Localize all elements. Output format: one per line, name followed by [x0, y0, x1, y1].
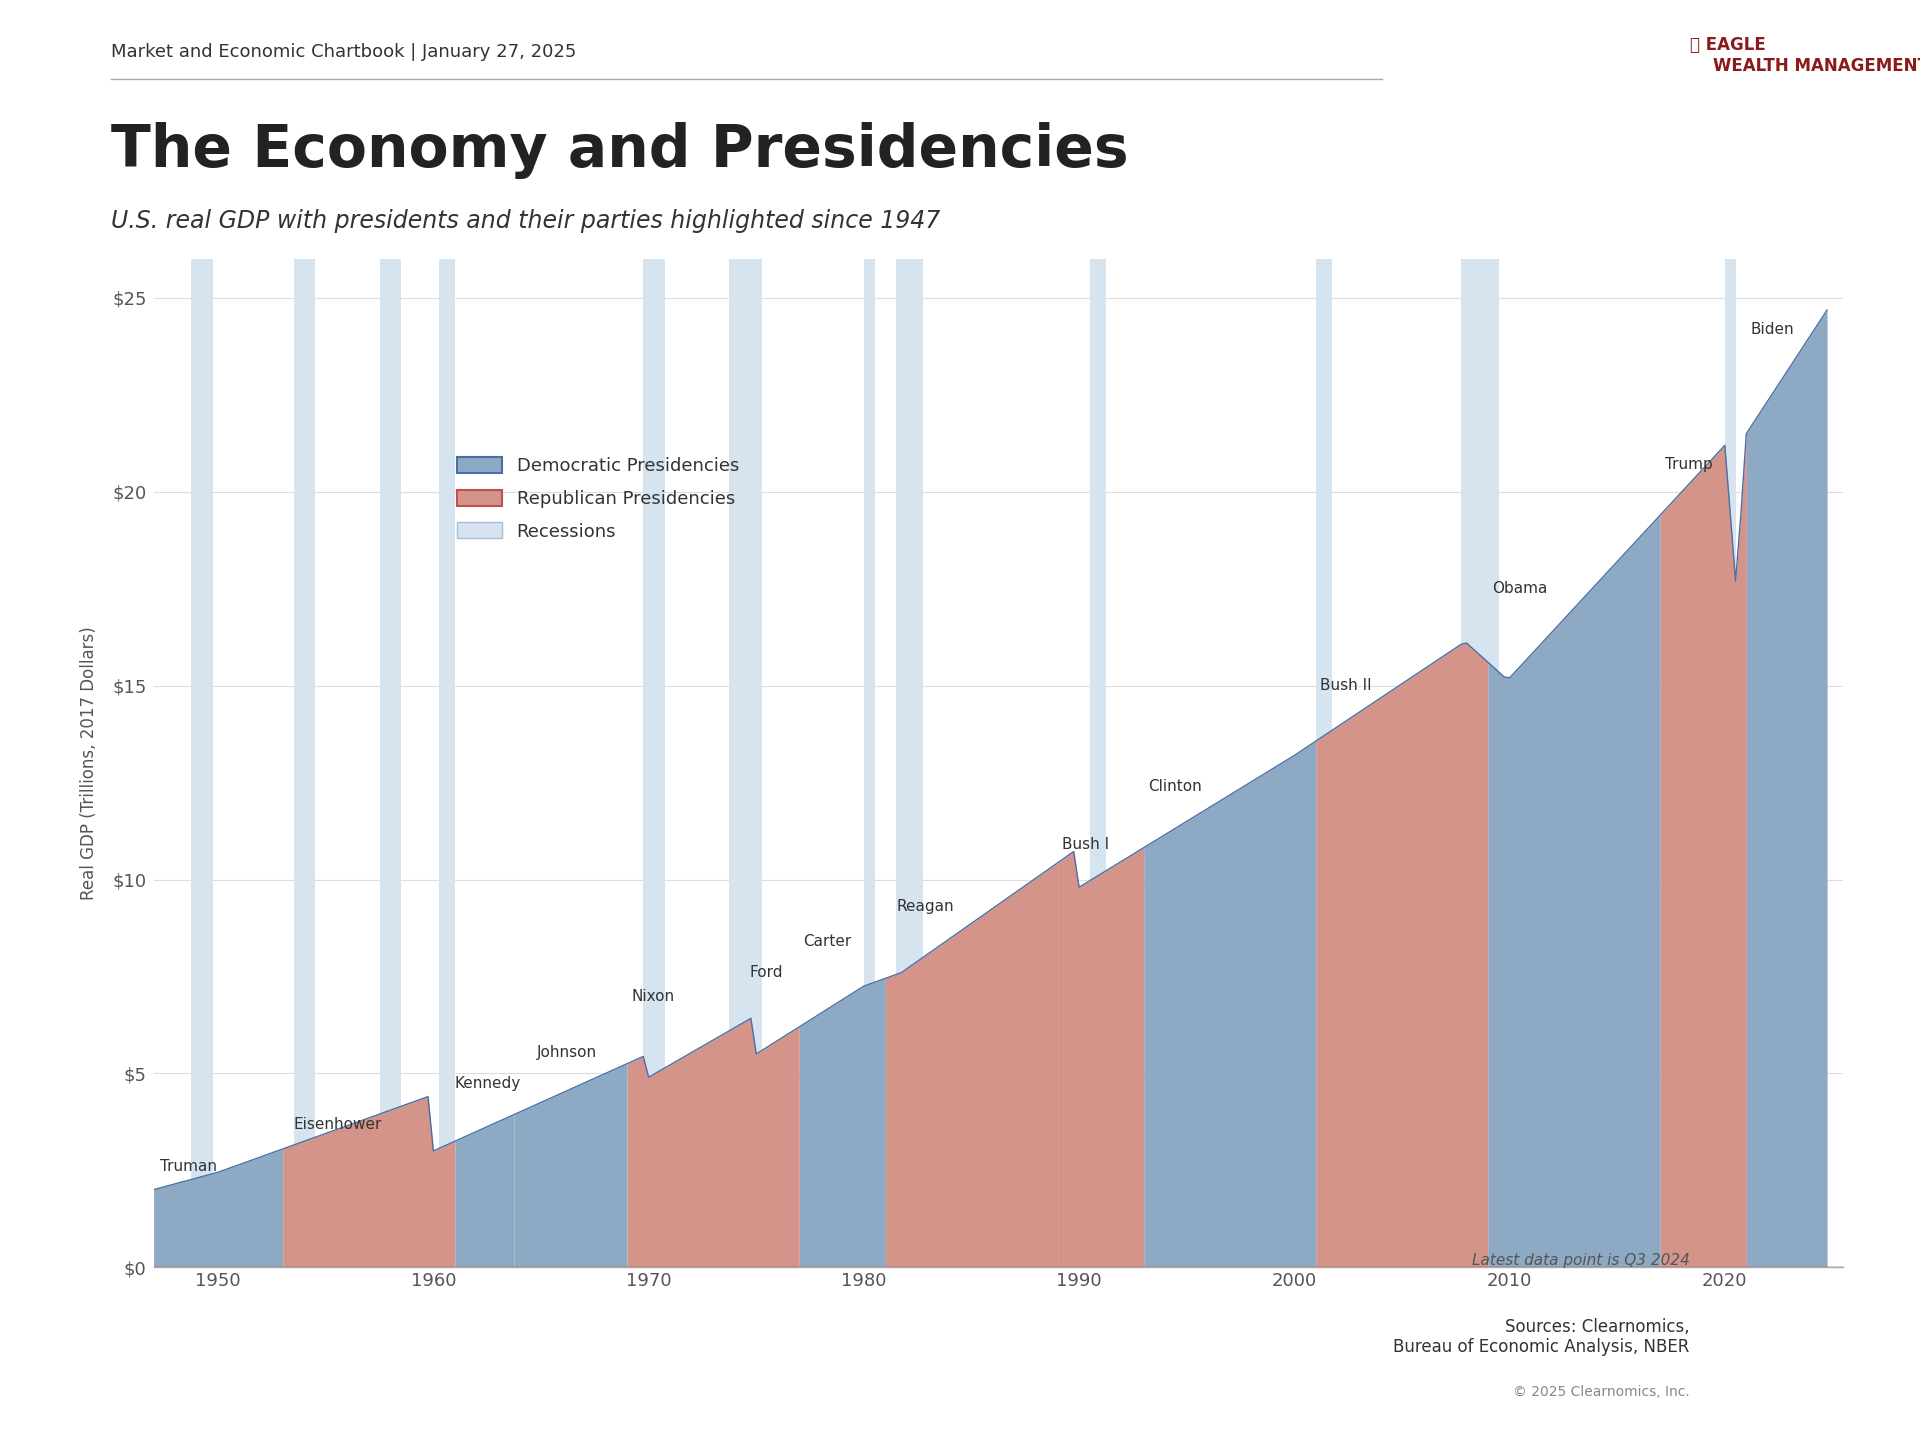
Bar [1315, 259, 1332, 1267]
Bar [730, 259, 762, 1267]
Y-axis label: Real GDP (Trillions, 2017 Dollars): Real GDP (Trillions, 2017 Dollars) [81, 626, 98, 900]
Text: Sources: Clearnomics,
Bureau of Economic Analysis, NBER: Sources: Clearnomics, Bureau of Economic… [1394, 1318, 1690, 1356]
Text: Reagan: Reagan [897, 900, 954, 914]
Bar [643, 259, 664, 1267]
Text: The Economy and Presidencies: The Economy and Presidencies [111, 122, 1129, 180]
Text: Clinton: Clinton [1148, 779, 1202, 795]
Bar [1461, 259, 1500, 1267]
Bar [1091, 259, 1106, 1267]
Bar [1724, 259, 1736, 1267]
Bar [294, 259, 315, 1267]
Text: Nixon: Nixon [632, 989, 674, 1004]
Text: Obama: Obama [1492, 582, 1548, 596]
Text: U.S. real GDP with presidents and their parties highlighted since 1947: U.S. real GDP with presidents and their … [111, 209, 941, 233]
Text: Ford: Ford [751, 965, 783, 981]
Legend: Democratic Presidencies, Republican Presidencies, Recessions: Democratic Presidencies, Republican Pres… [449, 449, 747, 547]
Text: Trump: Trump [1665, 458, 1713, 472]
Text: Bush II: Bush II [1321, 678, 1371, 694]
Bar [864, 259, 876, 1267]
Text: Truman: Truman [159, 1159, 217, 1174]
Bar [897, 259, 924, 1267]
Bar [380, 259, 401, 1267]
Text: Carter: Carter [804, 935, 852, 949]
Text: Bush I: Bush I [1062, 838, 1110, 852]
Text: Latest data point is Q3 2024: Latest data point is Q3 2024 [1473, 1253, 1690, 1267]
Text: Biden: Biden [1751, 321, 1795, 337]
Text: © 2025 Clearnomics, Inc.: © 2025 Clearnomics, Inc. [1513, 1385, 1690, 1400]
Bar [440, 259, 455, 1267]
Text: Eisenhower: Eisenhower [294, 1116, 382, 1132]
Text: Johnson: Johnson [538, 1045, 597, 1060]
Bar [192, 259, 213, 1267]
Text: Kennedy: Kennedy [455, 1076, 520, 1092]
Text: Market and Economic Chartbook | January 27, 2025: Market and Economic Chartbook | January … [111, 43, 576, 60]
Text: 🦅 EAGLE
    WEALTH MANAGEMENT: 🦅 EAGLE WEALTH MANAGEMENT [1690, 36, 1920, 75]
